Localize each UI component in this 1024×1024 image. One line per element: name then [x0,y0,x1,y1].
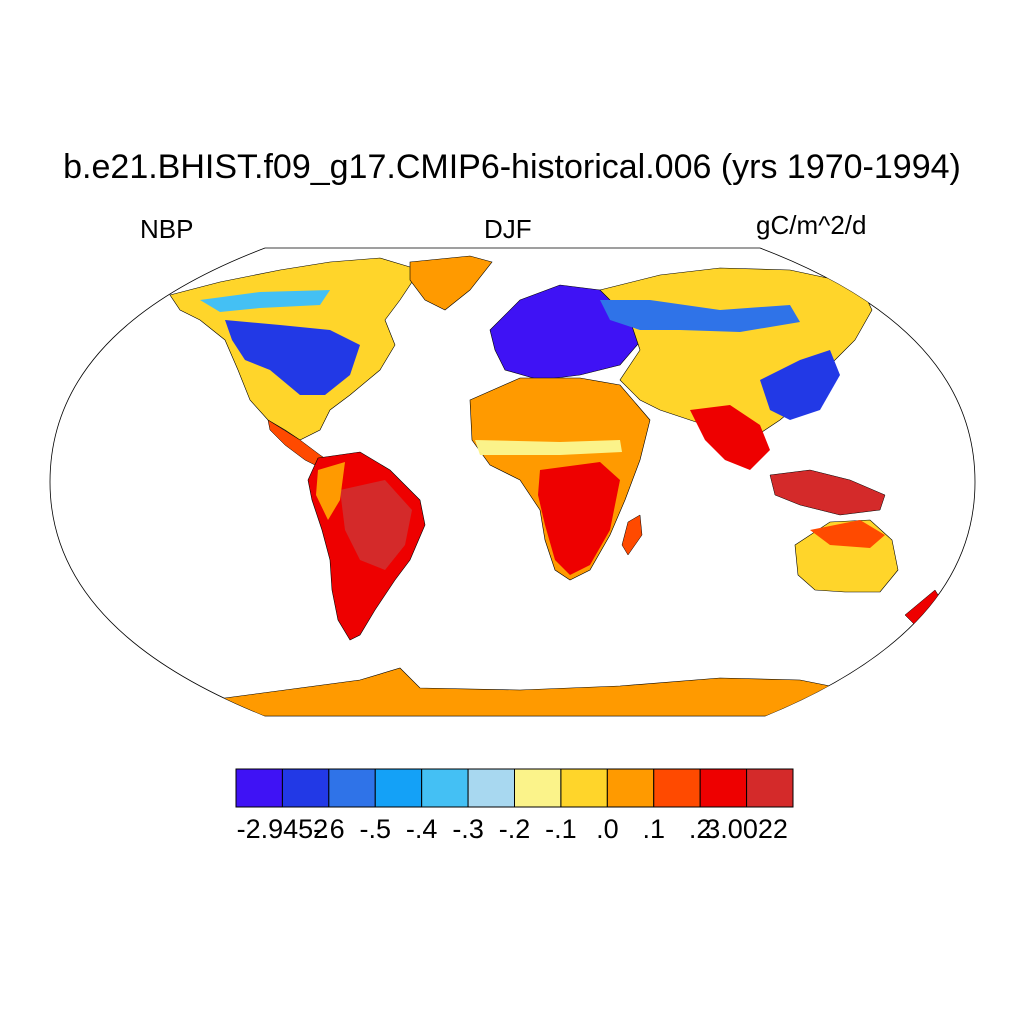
colorbar-swatch [746,768,794,808]
colorbar-swatch [606,768,655,808]
colorbar-tick-label: -.6 [313,814,345,844]
colorbar-swatch [328,768,376,808]
australia-north [810,520,885,548]
colorbar-swatch [653,768,701,808]
colorbar-tick-label: .1 [642,814,666,844]
se-asia-islands [769,469,886,516]
sa-interior [340,480,412,570]
south-asia-red [690,405,770,470]
antarctica [209,667,861,716]
na-blue-band [225,320,360,395]
colorbar-tick-label: .2 [688,814,712,844]
colorbar-swatch [421,768,469,808]
colorbar-tick-label: 3.0022 [705,814,788,844]
colorbar-swatch [699,768,748,808]
colorbar-swatch [374,768,423,808]
africa-red [538,462,620,575]
na-light-band [200,290,330,312]
colorbar-swatch [560,768,608,808]
season-label: DJF [484,214,532,244]
east-asia-blue [760,350,840,420]
africa-light-band [475,440,622,455]
asia-blue-band [600,300,800,332]
colorbar-swatch [467,768,516,808]
colorbar-swatch [235,768,283,808]
sa-orange [316,462,345,520]
colorbar-tick-label: -2.9452 [236,814,329,844]
units-label: gC/m^2/d [756,210,867,240]
madagascar [621,514,643,556]
greenland [409,255,493,311]
colorbar-tick-label: -.3 [452,814,484,844]
variable-label: NBP [140,214,194,244]
colorbar-swatch [514,768,562,808]
colorbar-tick-label: -.1 [545,814,577,844]
plot-title: b.e21.BHIST.f09_g17.CMIP6-historical.006… [63,148,961,186]
colorbar-tick-label: .0 [596,814,619,844]
colorbar-tick-label: -.4 [405,814,438,844]
colorbar-tick-label: -.5 [359,814,392,844]
colorbar-tick-label: -.2 [498,814,531,844]
colorbar-swatch [281,768,330,808]
